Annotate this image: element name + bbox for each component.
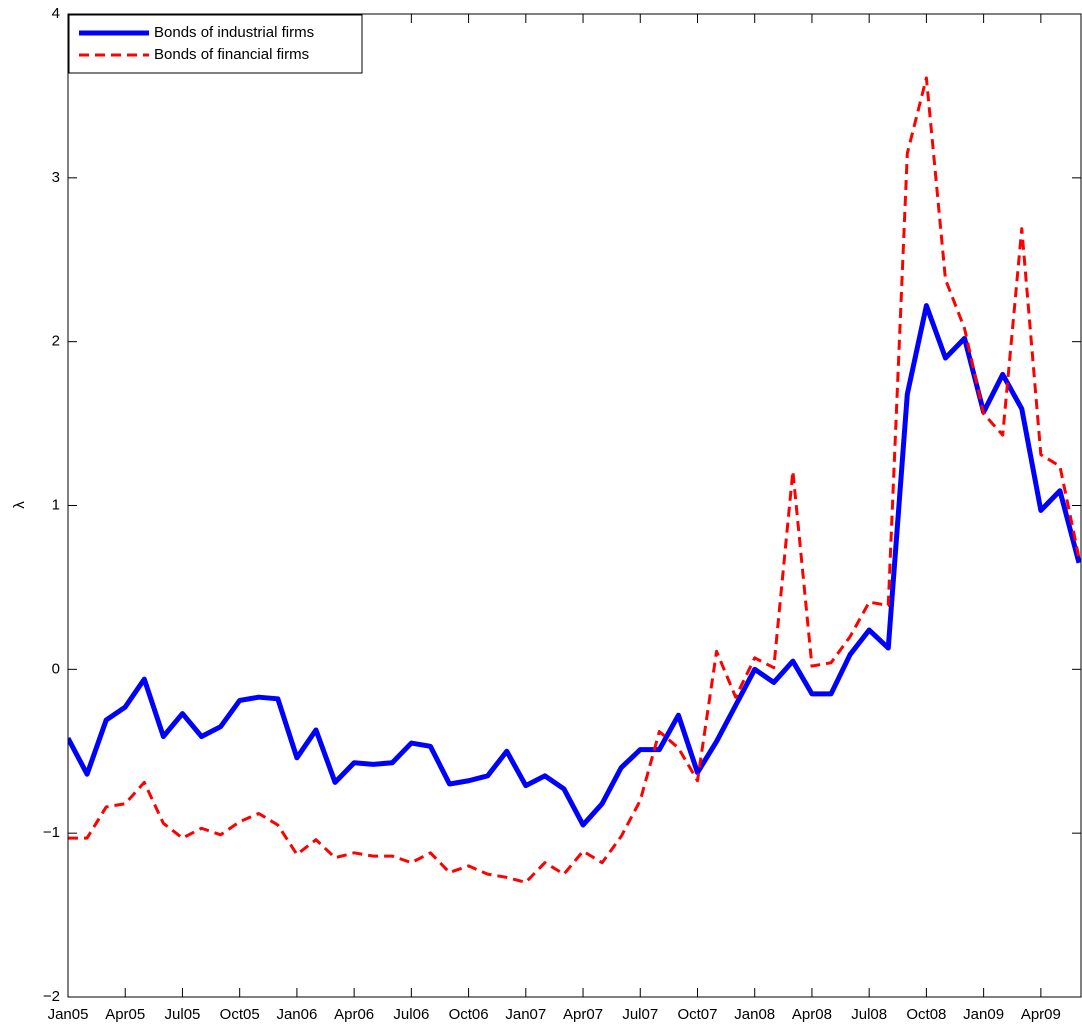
x-tick-label: Apr08	[792, 1006, 832, 1023]
y-tick-label: −2	[43, 988, 60, 1005]
x-tick-label: Oct06	[449, 1006, 489, 1023]
y-tick-label: 3	[52, 169, 60, 186]
series-line	[68, 303, 1081, 828]
legend-label: Bonds of industrial firms	[154, 24, 314, 41]
x-tick-label: Apr07	[563, 1006, 603, 1023]
y-tick-label: −1	[43, 824, 60, 841]
y-tick-label: 1	[52, 496, 60, 513]
x-tick-label: Jan09	[963, 1006, 1004, 1023]
x-tick-label: Jan06	[276, 1006, 317, 1023]
x-tick-label: Oct07	[677, 1006, 717, 1023]
x-tick-label: Apr05	[105, 1006, 145, 1023]
y-tick-label: 2	[52, 333, 60, 350]
x-tick-label: Oct08	[906, 1006, 946, 1023]
y-tick-label: 0	[52, 660, 60, 677]
x-tick-label: Jan05	[48, 1006, 89, 1023]
y-axis-label: λ	[11, 501, 28, 509]
x-tick-label: Jul06	[393, 1006, 429, 1023]
series-line	[68, 76, 1081, 884]
plot-frame	[67, 13, 1082, 998]
x-tick-label: Jul05	[165, 1006, 201, 1023]
x-tick-label: Oct05	[220, 1006, 260, 1023]
legend-label: Bonds of financial firms	[154, 46, 309, 63]
x-tick-label: Jul07	[622, 1006, 658, 1023]
x-tick-label: Jul08	[851, 1006, 887, 1023]
x-tick-label: Apr06	[334, 1006, 374, 1023]
x-tick-label: Apr09	[1021, 1006, 1061, 1023]
x-tick-label: Jan08	[734, 1006, 775, 1023]
x-tick-label: Jan07	[505, 1006, 546, 1023]
y-tick-label: 4	[52, 5, 60, 22]
legend-box	[68, 14, 363, 74]
